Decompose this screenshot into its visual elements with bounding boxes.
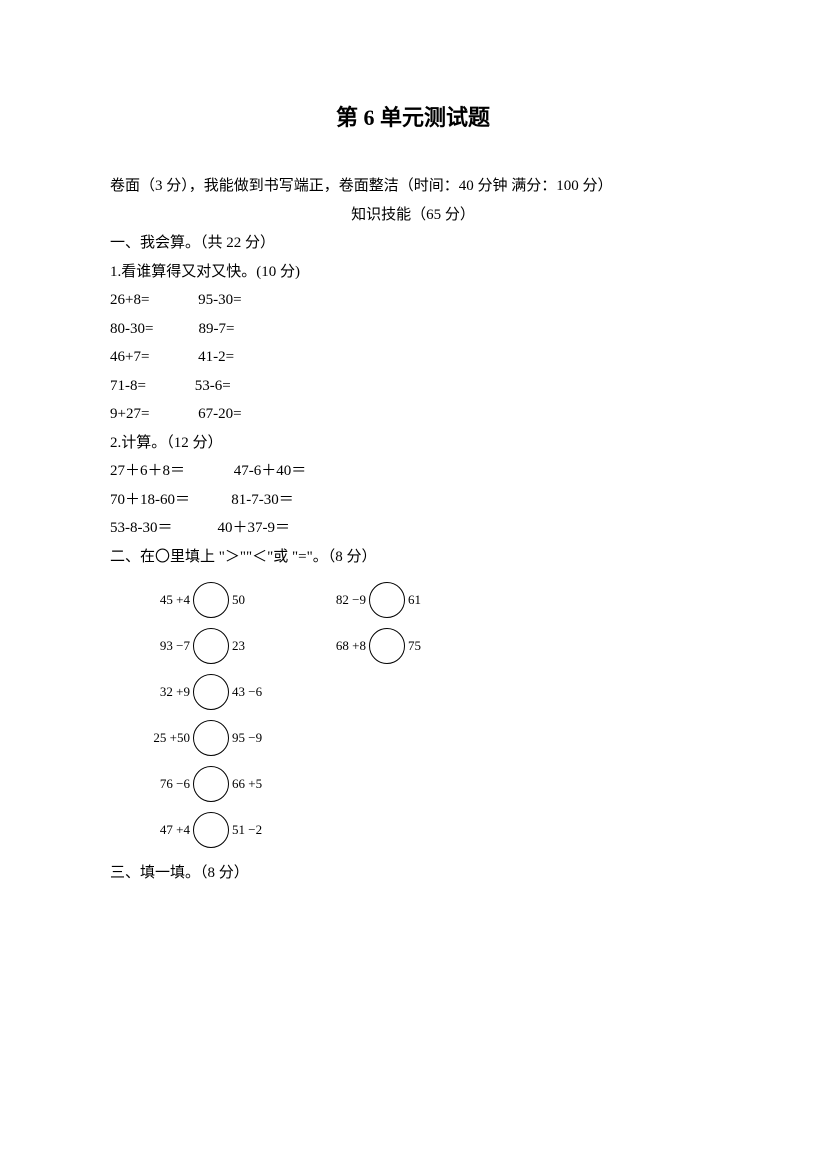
calc2-row: 27＋6＋8＝ 47-6＋40＝ [110, 457, 716, 486]
compare-left-expr: 25 +50 [140, 730, 190, 746]
calc2-row: 70＋18-60＝ 81-7-30＝ [110, 486, 716, 515]
calc-row: 9+27= 67-20= [110, 400, 716, 429]
compare-row: 32 +9 43 −6 [140, 669, 716, 715]
calc-row: 26+8= 95-30= [110, 286, 716, 315]
page: 第 6 单元测试题 卷面（3 分），我能做到书写端正，卷面整洁（时间：40 分钟… [0, 0, 826, 948]
compare-circle[interactable] [193, 674, 229, 710]
compare-circle[interactable] [193, 720, 229, 756]
compare-left-expr: 68 +8 [316, 638, 366, 654]
section-1-sub2: 2.计算。（12 分） [110, 429, 716, 458]
compare-circle[interactable] [193, 628, 229, 664]
compare-right-expr: 51 −2 [232, 822, 292, 838]
header-line: 卷面（3 分），我能做到书写端正，卷面整洁（时间：40 分钟 满分：100 分） [110, 172, 716, 201]
compare-left-expr: 82 −9 [316, 592, 366, 608]
compare-right-expr: 61 [408, 592, 468, 608]
compare-circle[interactable] [369, 582, 405, 618]
compare-left-expr: 93 −7 [140, 638, 190, 654]
calc-row: 46+7= 41-2= [110, 343, 716, 372]
section-2-header: 二、在〇里填上 "＞""＜"或 "="。（8 分） [110, 543, 716, 572]
document-title: 第 6 单元测试题 [110, 100, 716, 132]
compare-left-expr: 76 −6 [140, 776, 190, 792]
compare-circle[interactable] [193, 582, 229, 618]
compare-left-expr: 47 +4 [140, 822, 190, 838]
compare-circle[interactable] [193, 766, 229, 802]
compare-right-expr: 75 [408, 638, 468, 654]
compare-row: 93 −7 23 68 +8 75 [140, 623, 716, 669]
calc-row: 80-30= 89-7= [110, 315, 716, 344]
compare-right-expr: 23 [232, 638, 292, 654]
compare-row: 25 +50 95 −9 [140, 715, 716, 761]
calc-row: 71-8= 53-6= [110, 372, 716, 401]
section-1-sub1: 1.看谁算得又对又快。(10 分) [110, 258, 716, 287]
compare-circle[interactable] [193, 812, 229, 848]
compare-row: 47 +4 51 −2 [140, 807, 716, 853]
calc-rows-block: 26+8= 95-30=80-30= 89-7=46+7= 41-2=71-8=… [110, 286, 716, 429]
section-3-header: 三、填一填。（8 分） [110, 859, 716, 888]
compare-right-expr: 43 −6 [232, 684, 292, 700]
compare-circle[interactable] [369, 628, 405, 664]
calc2-rows-block: 27＋6＋8＝ 47-6＋40＝70＋18-60＝ 81-7-30＝53-8-3… [110, 457, 716, 543]
section-1-header: 一、我会算。（共 22 分） [110, 229, 716, 258]
skills-line: 知识技能（65 分） [110, 201, 716, 230]
compare-left-expr: 32 +9 [140, 684, 190, 700]
compare-left-expr: 45 +4 [140, 592, 190, 608]
calc2-row: 53-8-30＝ 40＋37-9＝ [110, 514, 716, 543]
compare-block: 45 +4 50 82 −9 61 93 −7 23 68 +8 75 32 +9 43 −6 25… [140, 577, 716, 853]
compare-right-expr: 66 +5 [232, 776, 292, 792]
compare-row: 45 +4 50 82 −9 61 [140, 577, 716, 623]
compare-right-expr: 95 −9 [232, 730, 292, 746]
compare-row: 76 −6 66 +5 [140, 761, 716, 807]
compare-right-expr: 50 [232, 592, 292, 608]
